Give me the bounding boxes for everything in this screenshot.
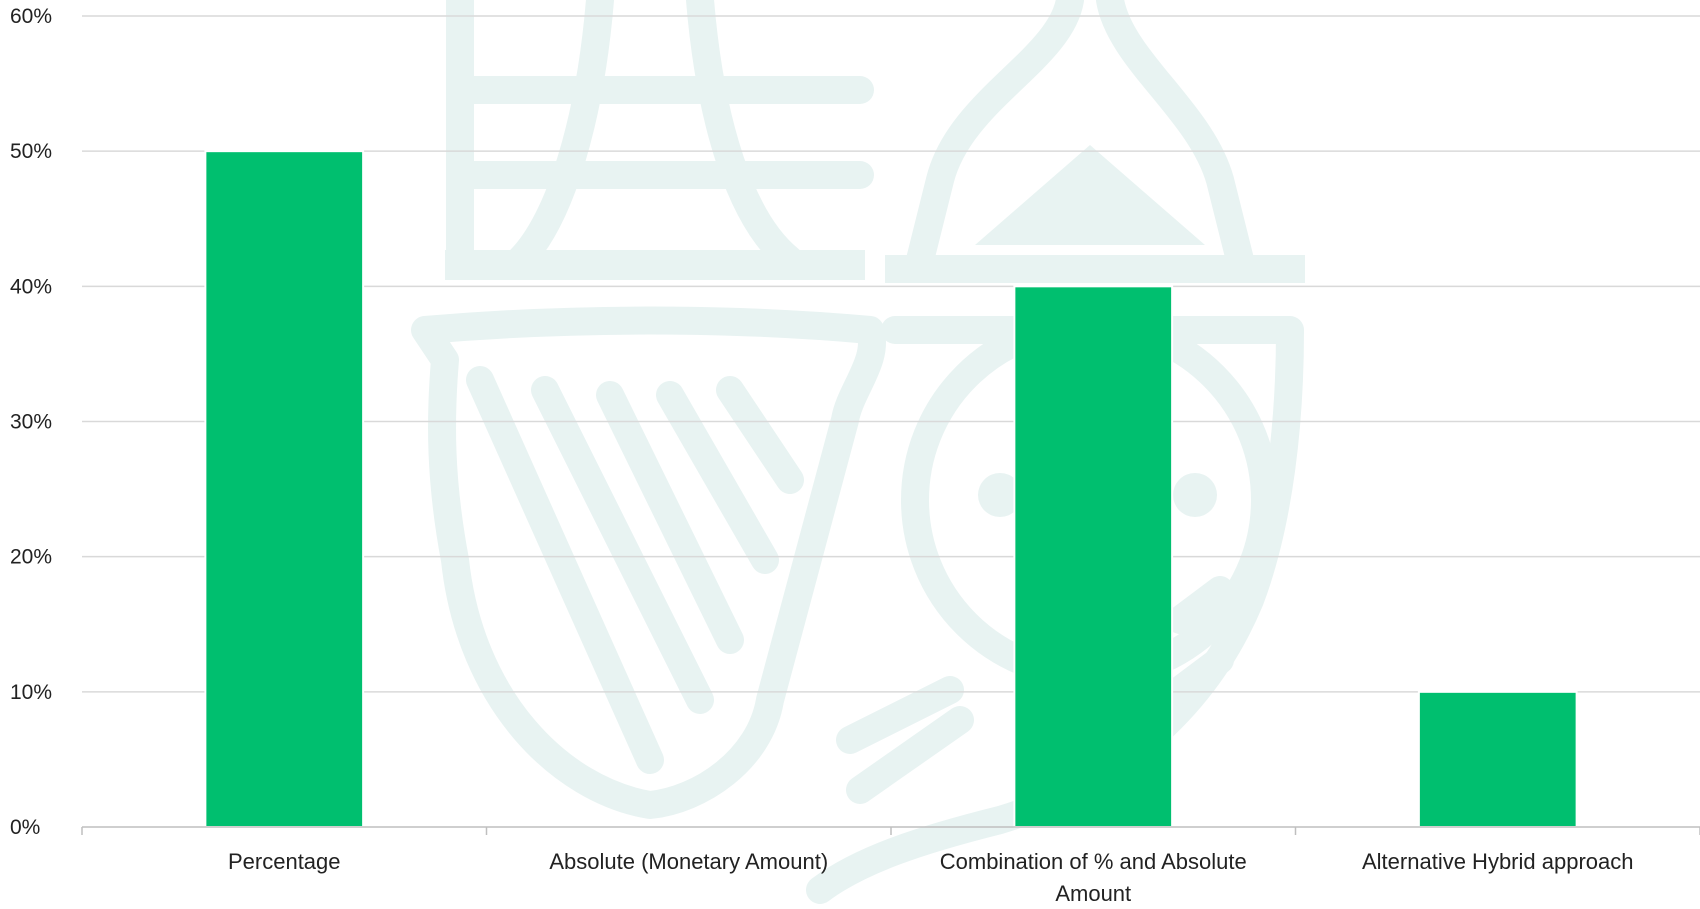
y-tick-label: 0% bbox=[10, 816, 40, 839]
y-tick-label: 10% bbox=[10, 681, 52, 704]
x-category-label: Absolute (Monetary Amount) bbox=[549, 849, 828, 874]
watermark-crest-icon bbox=[411, 0, 1305, 904]
y-tick-label: 60% bbox=[10, 5, 52, 28]
bar bbox=[204, 150, 365, 828]
x-category-label: Amount bbox=[1055, 881, 1131, 904]
x-axis: Percentage Absolute (Monetary Amount) Comb… bbox=[81, 826, 1700, 906]
x-category-label: Percentage bbox=[228, 849, 341, 874]
x-category-label: Alternative Hybrid approach bbox=[1362, 849, 1633, 874]
y-axis: 0% 10% 20% 30% 40% 50% 60% bbox=[10, 5, 52, 839]
bar bbox=[1417, 690, 1578, 828]
x-category-label: Combination of % and Absolute bbox=[940, 849, 1247, 874]
y-tick-label: 40% bbox=[10, 275, 52, 298]
y-tick-label: 30% bbox=[10, 411, 52, 434]
y-tick-label: 20% bbox=[10, 546, 52, 569]
bars-series bbox=[204, 150, 1578, 829]
bar bbox=[1013, 285, 1174, 829]
y-tick-label: 50% bbox=[10, 140, 52, 163]
